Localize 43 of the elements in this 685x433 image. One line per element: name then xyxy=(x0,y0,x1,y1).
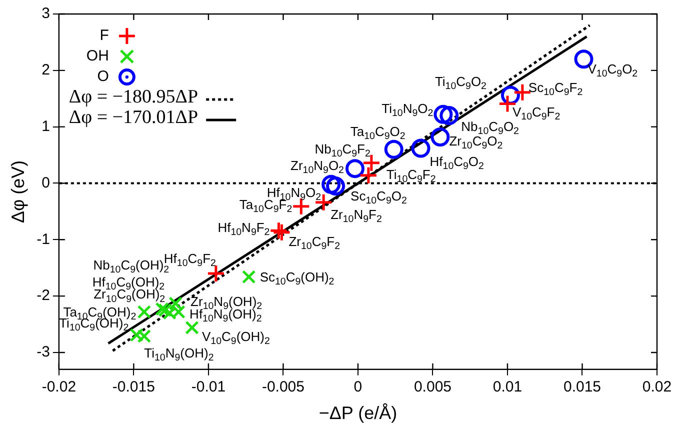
point xyxy=(158,303,172,318)
x-tick-label: -0.005 xyxy=(262,378,304,396)
point xyxy=(440,106,459,126)
x-tick-label: 0 xyxy=(354,378,362,396)
point xyxy=(130,328,144,342)
point xyxy=(411,138,430,158)
point xyxy=(322,174,341,194)
point xyxy=(185,320,199,335)
point xyxy=(359,166,378,185)
x-tick-label: 0.01 xyxy=(492,378,522,396)
point xyxy=(430,127,450,146)
y-axis-title: Δφ (eV) xyxy=(8,160,28,224)
x-tick-label: -0.015 xyxy=(112,378,155,396)
x-tick-label: -0.02 xyxy=(42,378,76,396)
x-tick-label: -0.01 xyxy=(191,378,226,396)
y-tick-label: 1 xyxy=(42,118,50,135)
x-tick-label: 0.015 xyxy=(563,378,602,396)
point xyxy=(137,329,152,344)
x-tick-label: 0.005 xyxy=(414,378,452,396)
legend-label: O xyxy=(97,68,109,86)
legend-label: Δφ = −180.95ΔP xyxy=(68,86,198,108)
point xyxy=(162,306,176,320)
legend-label: Δφ = −170.01ΔP xyxy=(68,106,198,128)
y-tick-label: 0 xyxy=(42,174,50,192)
x-axis-title: −ΔP (e/Å) xyxy=(318,403,398,424)
y-tick-label: 2 xyxy=(42,62,50,79)
point xyxy=(269,221,288,240)
y-tick-label: -2 xyxy=(36,287,50,304)
point xyxy=(345,159,364,178)
y-tick-label: -3 xyxy=(36,344,50,361)
point xyxy=(137,304,152,319)
point xyxy=(206,264,226,283)
x-tick-label: 0.02 xyxy=(642,378,672,396)
point xyxy=(272,223,291,242)
legend-label: OH xyxy=(86,48,109,65)
y-tick-label: 3 xyxy=(42,5,50,22)
point xyxy=(155,302,170,316)
legend-label: F xyxy=(100,27,109,44)
y-tick-label: -1 xyxy=(36,230,50,248)
point xyxy=(434,104,453,124)
point xyxy=(326,176,346,196)
point xyxy=(242,270,256,284)
point xyxy=(384,140,404,159)
